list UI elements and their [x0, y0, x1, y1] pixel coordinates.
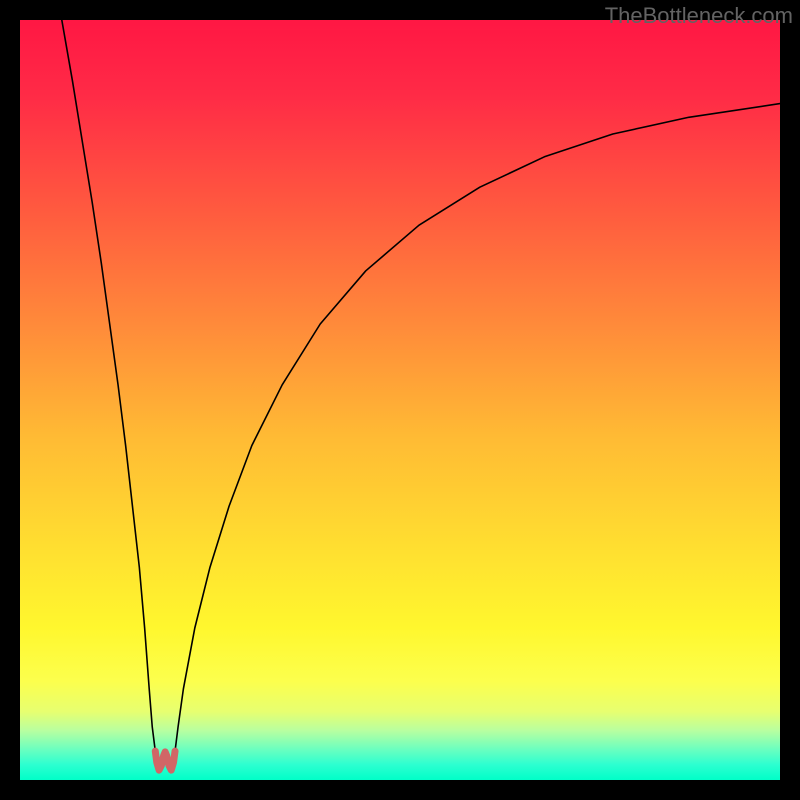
figure-outer: TheBottleneck.com: [0, 0, 800, 800]
plot-area: [20, 20, 780, 780]
chart-svg: [20, 20, 780, 780]
chart-background: [20, 20, 780, 780]
watermark-text: TheBottleneck.com: [605, 3, 793, 29]
